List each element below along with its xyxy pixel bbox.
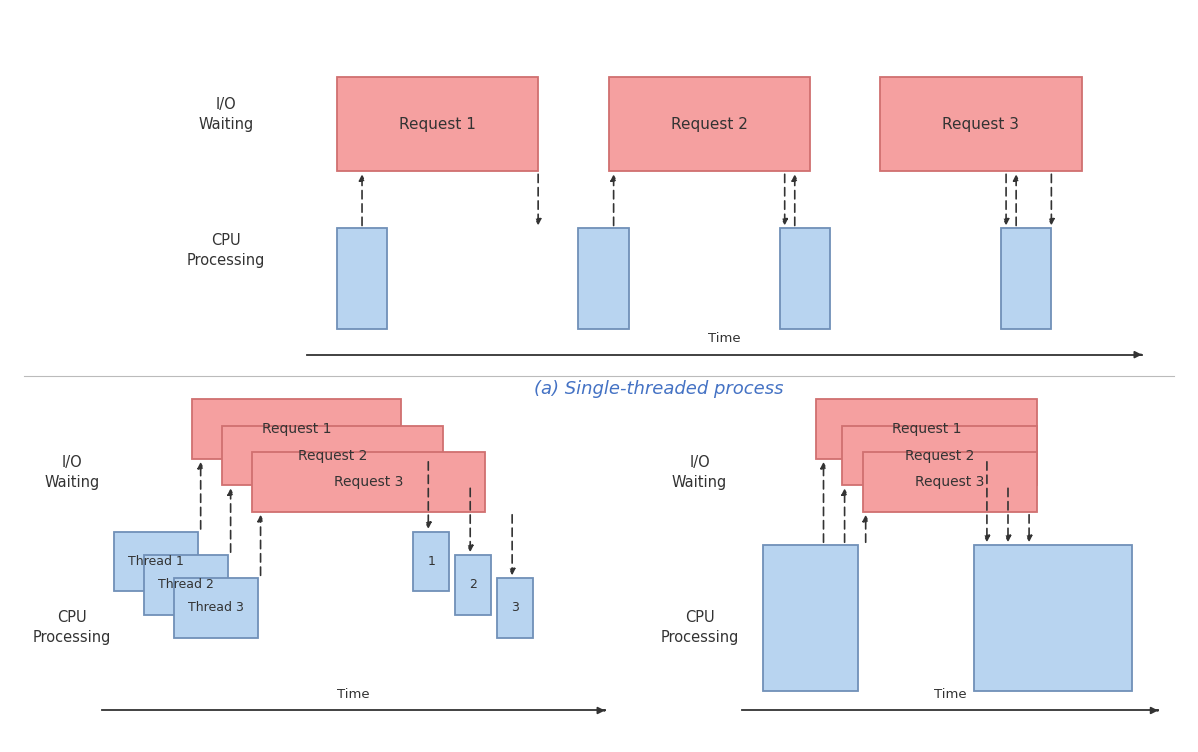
Text: 1: 1	[428, 555, 435, 568]
Text: CPU
Processing: CPU Processing	[32, 611, 111, 645]
FancyBboxPatch shape	[222, 426, 443, 486]
Text: Request 2: Request 2	[671, 117, 748, 132]
FancyBboxPatch shape	[497, 578, 533, 638]
FancyBboxPatch shape	[816, 399, 1037, 459]
Text: Time: Time	[933, 687, 967, 701]
FancyBboxPatch shape	[455, 555, 491, 614]
Text: Thread 2: Thread 2	[158, 578, 213, 591]
FancyBboxPatch shape	[863, 453, 1037, 512]
FancyBboxPatch shape	[337, 77, 538, 171]
Text: Thread 1: Thread 1	[128, 555, 183, 568]
Text: Request 1: Request 1	[261, 422, 332, 436]
Text: Request 1: Request 1	[891, 422, 961, 436]
Text: CPU
Processing: CPU Processing	[187, 233, 266, 268]
FancyBboxPatch shape	[974, 545, 1132, 690]
FancyBboxPatch shape	[337, 229, 387, 329]
FancyBboxPatch shape	[252, 453, 485, 512]
Text: Request 2: Request 2	[298, 449, 367, 462]
FancyBboxPatch shape	[842, 426, 1037, 486]
FancyBboxPatch shape	[881, 77, 1082, 171]
Text: CPU
Processing: CPU Processing	[660, 611, 739, 645]
FancyBboxPatch shape	[780, 229, 830, 329]
FancyBboxPatch shape	[192, 399, 401, 459]
FancyBboxPatch shape	[144, 555, 228, 614]
Text: Request 3: Request 3	[943, 117, 1019, 132]
FancyBboxPatch shape	[413, 532, 449, 591]
Text: 3: 3	[512, 602, 519, 614]
Text: 2: 2	[470, 578, 477, 591]
FancyBboxPatch shape	[114, 532, 198, 591]
Text: Request 1: Request 1	[399, 117, 476, 132]
FancyBboxPatch shape	[763, 545, 858, 690]
FancyBboxPatch shape	[174, 578, 258, 638]
Text: I/O
Waiting: I/O Waiting	[44, 455, 99, 490]
Text: I/O
Waiting: I/O Waiting	[672, 455, 727, 490]
Text: Request 2: Request 2	[904, 449, 974, 462]
FancyBboxPatch shape	[1002, 229, 1052, 329]
Text: (a) Single-threaded process: (a) Single-threaded process	[534, 380, 783, 398]
FancyBboxPatch shape	[609, 77, 810, 171]
Text: Request 3: Request 3	[334, 475, 403, 490]
Text: Request 3: Request 3	[915, 475, 985, 490]
Text: I/O
Waiting: I/O Waiting	[199, 97, 254, 132]
Text: Time: Time	[337, 687, 370, 701]
Text: Thread 3: Thread 3	[188, 602, 243, 614]
FancyBboxPatch shape	[579, 229, 629, 329]
Text: Time: Time	[708, 332, 740, 345]
